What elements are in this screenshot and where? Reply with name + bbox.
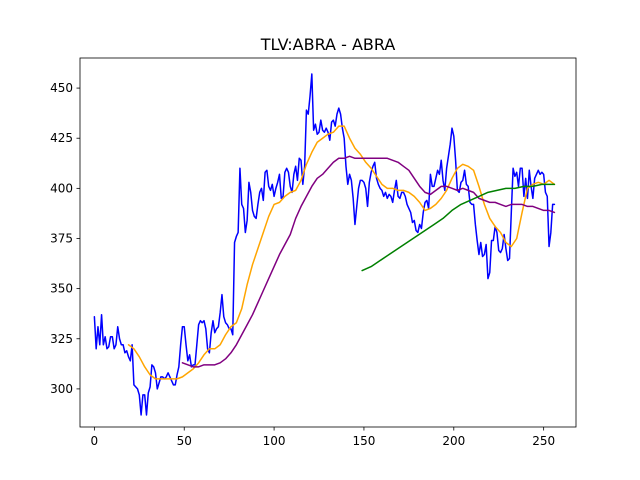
y-tick-label: 450 <box>50 81 73 95</box>
x-axis: 0 50 100 150 200 250 <box>91 427 555 448</box>
y-tick-label: 325 <box>50 332 73 346</box>
y-tick-label: 375 <box>50 231 73 245</box>
y-tick-label: 300 <box>50 382 73 396</box>
series-layer <box>93 73 556 416</box>
plot-area <box>79 57 577 428</box>
y-tick-label: 350 <box>50 282 73 296</box>
x-tick-label: 200 <box>442 434 465 448</box>
series-line-1 <box>127 125 556 380</box>
x-tick-label: 100 <box>263 434 286 448</box>
x-tick-label: 250 <box>532 434 555 448</box>
series-line-3 <box>361 183 556 272</box>
y-tick-label: 400 <box>50 181 73 195</box>
y-axis: 300 325 350 375 400 425 450 <box>50 81 80 396</box>
x-tick-label: 0 <box>91 434 99 448</box>
chart-title: TLV:ABRA - ABRA <box>260 35 396 54</box>
x-tick-label: 50 <box>177 434 192 448</box>
plot-frame <box>79 57 577 428</box>
x-tick-label: 150 <box>352 434 375 448</box>
y-tick-label: 425 <box>50 131 73 145</box>
series-line-2 <box>181 155 556 368</box>
